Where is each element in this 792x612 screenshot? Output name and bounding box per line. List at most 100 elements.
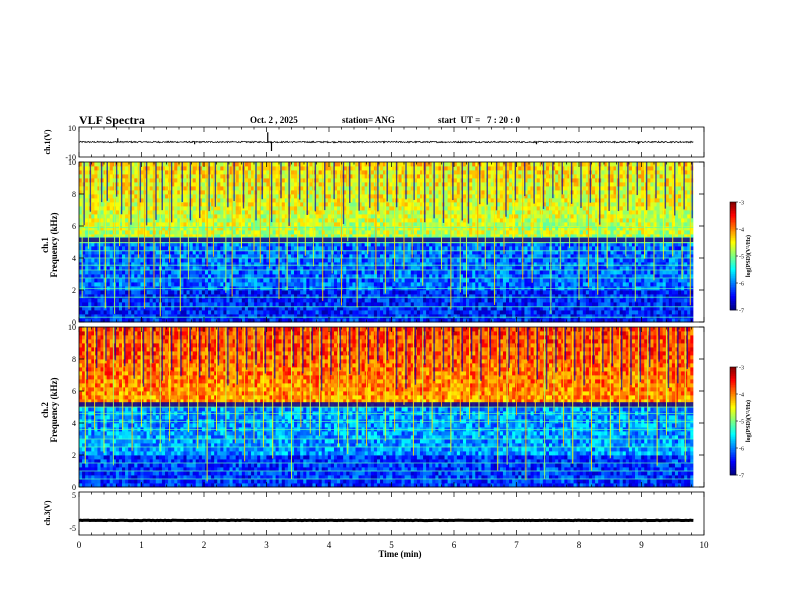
spectrogram-cell [220,310,224,315]
spectrogram-cell [306,282,310,287]
spectrogram-cell [254,298,258,303]
spectrogram-cell [462,294,467,299]
spectrogram-cell [266,278,270,283]
spectrogram-cell [97,226,101,231]
spectrogram-cell [82,246,86,251]
spectrogram-cell [598,246,602,251]
spectrogram-cell [275,270,280,275]
spectrogram-cell [309,302,313,307]
spectrogram-cell [294,294,298,299]
spectrogram-cell [665,258,670,263]
spectrogram-cell [674,258,679,263]
spectrogram-cell [573,318,578,323]
spectrogram-cell [619,230,624,235]
spectrogram-cell [352,270,356,275]
spectrogram-cell [235,270,240,275]
spectrogram-cell [94,262,98,267]
spectrogram-cell [681,282,685,287]
spectrogram-cell [100,230,104,235]
spectrogram-cell [287,310,292,315]
spectrogram-cell [97,270,101,275]
spectrogram-cell [306,298,310,303]
spectrogram-cell [198,298,203,303]
spectrogram-cell [287,318,292,323]
spectrogram-cell [395,246,399,251]
spectrogram-cell [459,318,464,323]
spectrogram-cell [330,290,335,295]
spectrogram-cell [622,318,627,323]
spectrogram-cell [171,258,175,263]
spectrogram-cell [404,282,409,287]
spectrogram-cell [238,258,243,263]
spectrogram-cell [582,302,587,307]
spectrogram-cell [223,318,227,323]
spectrogram-cell [260,270,264,275]
spectrogram-cell [579,270,584,275]
spectrogram-cell [395,278,399,283]
spectrogram-cell [524,262,528,267]
spectrogram-cell [235,246,240,251]
spectrogram-cell [438,318,442,323]
spectrogram-cell [294,246,298,251]
spectrogram-cell [343,310,347,315]
spectrogram-cell [152,314,157,319]
spectrogram-cell [146,278,151,283]
spectrogram-cell [217,270,221,275]
spectrogram-cell [690,314,694,319]
spectrogram-cell [555,278,559,283]
spectrogram-cell [616,270,621,275]
spectrogram-cell [545,278,550,283]
spectrogram-cell [536,282,541,287]
spectrogram-cell [220,222,224,227]
spectrogram-cell [330,270,335,275]
spectrogram-cell [595,302,599,307]
spectrogram-cell [367,310,372,315]
spectrogram-cell [244,262,249,267]
spectrogram-cell [251,318,255,323]
spectrogram-cell [152,222,157,227]
spectrogram-cell [481,230,485,235]
spectrogram-cell [343,294,347,299]
spectrogram-cell [168,278,172,283]
spectrogram-cell [192,226,197,231]
spectrogram-cell [327,222,332,227]
spectrogram-cell [426,258,430,263]
spectrogram-cell [208,290,212,295]
spectrogram-cell [266,282,270,287]
spectrogram-cell [152,226,157,231]
spectrogram-cell [373,294,378,299]
spectrogram-cell [217,262,221,267]
spectrogram-cell [625,258,630,263]
spectrogram-cell [324,258,329,263]
spectrogram-cell [321,246,326,251]
spectrogram-cell [469,318,473,323]
spectrogram-cell [555,222,559,227]
spectrogram-cell [275,262,280,267]
spectrogram-cell [598,282,602,287]
spectrogram-cell [346,294,350,299]
spectrogram-cell [475,270,479,275]
spectrogram-cell [521,310,525,315]
spectrogram-cell [106,318,111,323]
spectrogram-cell [684,258,688,263]
spectrogram-cell [131,230,135,235]
spectrogram-cell [380,290,384,295]
spectrogram-cell [429,310,433,315]
spectrogram-cell [389,290,393,295]
spectrogram-cell [315,294,319,299]
spectrogram-cell [539,314,544,319]
spectrogram-cell [324,226,329,231]
spectrogram-cell [410,310,415,315]
spectrogram-cell [380,222,384,227]
spectrogram-cell [641,294,645,299]
spectrogram-cell [204,314,209,319]
spectrogram-cell [567,314,571,319]
spectrogram-cell [125,294,129,299]
spectrogram-cell [324,222,329,227]
spectrogram-cell [272,290,276,295]
spectrogram-cell [134,246,138,251]
spectrogram-cell [681,294,685,299]
spectrogram-cell [674,318,679,323]
spectrogram-cell [407,310,412,315]
spectrogram-cell [244,226,249,231]
